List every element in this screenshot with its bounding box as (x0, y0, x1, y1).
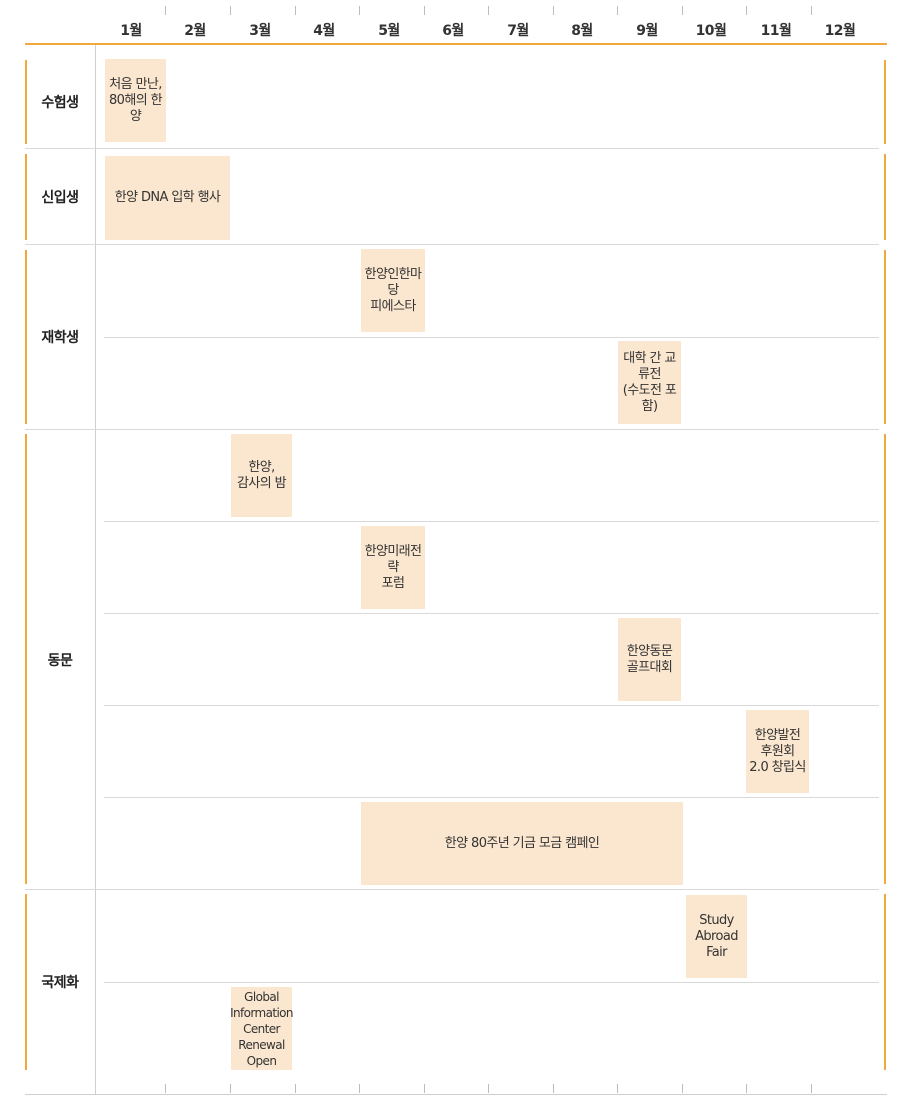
section-bar (25, 894, 27, 1070)
month-dec: 12월 (824, 23, 856, 39)
event-gic-open: Global Information Center Renewal Open (230, 987, 294, 1070)
top-tick (230, 6, 231, 15)
category-global: 국제화 (41, 975, 79, 991)
month-mar: 3월 (249, 23, 271, 39)
top-tick (682, 6, 683, 15)
section-separator (25, 244, 879, 245)
category-exam: 수험생 (41, 95, 79, 111)
header-divider (25, 43, 887, 45)
month-jan: 1월 (120, 23, 142, 39)
section-bar (884, 434, 886, 884)
month-jul: 7월 (507, 23, 529, 39)
top-tick (359, 6, 360, 15)
bottom-tick (746, 1084, 747, 1093)
top-tick (488, 6, 489, 15)
section-bar (25, 154, 27, 240)
section-bar (884, 60, 886, 144)
row-separator (104, 797, 879, 798)
bottom-tick (488, 1084, 489, 1093)
month-oct: 10월 (695, 23, 727, 39)
bottom-tick (682, 1084, 683, 1093)
section-separator (25, 889, 879, 890)
top-tick (617, 6, 618, 15)
bottom-tick (359, 1084, 360, 1093)
category-freshman: 신입생 (41, 190, 79, 206)
section-bar (25, 60, 27, 144)
event-festival: 한양인한마당 피에스타 (361, 249, 425, 332)
bottom-tick (165, 1084, 166, 1093)
event-first-meeting: 처음 만난, 80해의 한양 (105, 59, 166, 142)
bottom-tick (424, 1084, 425, 1093)
event-support-assoc: 한양발전 후원회 2.0 창립식 (746, 710, 809, 793)
row-separator (104, 521, 879, 522)
event-dna-entrance: 한양 DNA 입학 행사 (105, 156, 230, 240)
month-nov: 11월 (760, 23, 792, 39)
month-may: 5월 (378, 23, 400, 39)
section-bar (884, 894, 886, 1070)
row-separator (104, 705, 879, 706)
event-golf: 한양동문 골프대회 (618, 618, 681, 701)
bottom-tick (553, 1084, 554, 1093)
section-separator (25, 429, 879, 430)
section-bar (884, 250, 886, 424)
top-tick (295, 6, 296, 15)
section-bar (25, 250, 27, 424)
month-apr: 4월 (313, 23, 335, 39)
bottom-tick (230, 1084, 231, 1093)
row-separator (104, 337, 879, 338)
event-thanks-night: 한양, 감사의 밤 (231, 434, 292, 517)
top-tick (424, 6, 425, 15)
month-sep: 9월 (636, 23, 658, 39)
event-campaign: 한양 80주년 기금 모금 캠페인 (361, 802, 683, 885)
section-separator (25, 148, 879, 149)
month-feb: 2월 (184, 23, 206, 39)
month-aug: 8월 (571, 23, 593, 39)
row-separator (104, 613, 879, 614)
top-tick (811, 6, 812, 15)
bottom-tick (295, 1084, 296, 1093)
bottom-tick (617, 1084, 618, 1093)
event-study-abroad: Study Abroad Fair (686, 895, 747, 978)
top-tick (746, 6, 747, 15)
section-bar (25, 434, 27, 884)
section-bar (884, 154, 886, 240)
top-tick (165, 6, 166, 15)
category-divider (95, 45, 96, 1095)
event-future-forum: 한양미래전략 포럼 (361, 526, 425, 609)
top-tick (553, 6, 554, 15)
event-interuniv: 대학 간 교류전 (수도전 포함) (618, 341, 681, 424)
bottom-line (25, 1094, 887, 1095)
category-student: 재학생 (41, 330, 79, 346)
row-separator (104, 982, 879, 983)
bottom-tick (811, 1084, 812, 1093)
month-jun: 6월 (442, 23, 464, 39)
category-alumni: 동문 (47, 653, 73, 669)
